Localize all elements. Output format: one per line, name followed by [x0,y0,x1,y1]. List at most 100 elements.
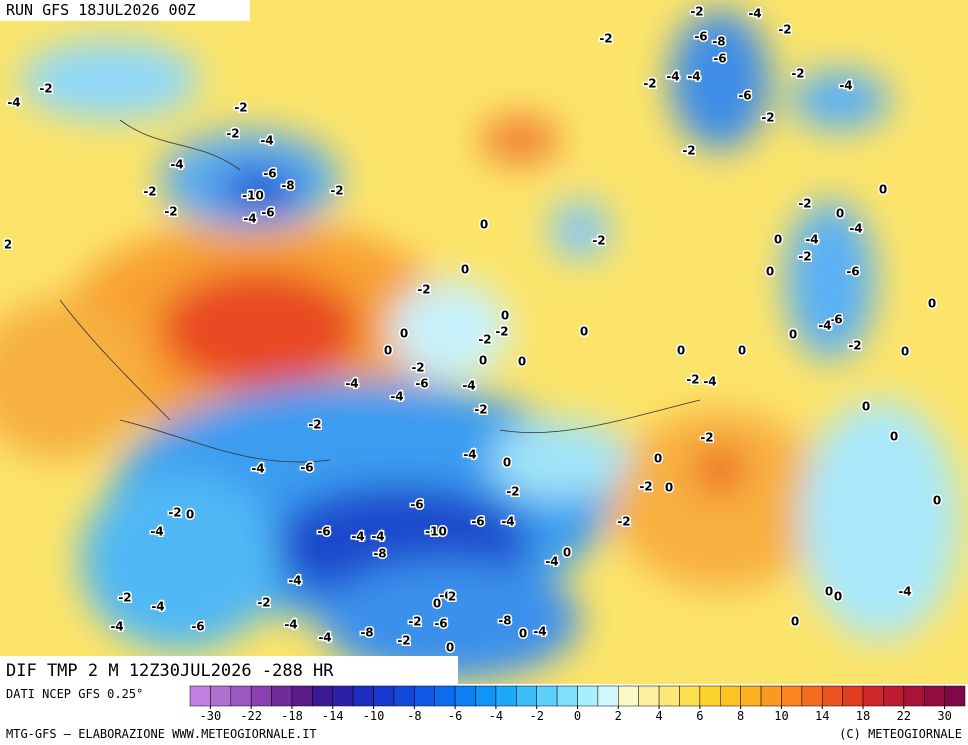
field-label: DIF TMP 2 M 12Z30JUL2026 -288 HR [6,661,334,681]
colorbar-label: 6 [696,709,703,723]
colorbar-swatch [638,685,660,707]
colorbar-label: -30 [200,709,222,723]
contour-label: -4 [345,377,358,391]
source-label: DATI NCEP GFS 0.25° [6,687,143,701]
contour-label: -6 [317,525,330,539]
colorbar-label: 22 [897,709,911,723]
contour-label: -4 [545,555,558,569]
colorbar-label: 4 [655,709,662,723]
colorbar: -30 -22 -18 -14 -10 -8 -6 -4 -2 0 2 4 6 8 10 14 18 22 30 [189,685,966,723]
contour-label: -4 [463,448,476,462]
contour-label: 0 [563,546,571,560]
colorbar-swatch [393,685,415,707]
contour-label: -2 [143,185,156,199]
colorbar-swatch [862,685,884,707]
colorbar-swatch [352,685,374,707]
colorbar-label: -8 [407,709,421,723]
colorbar-swatch [210,685,232,707]
contour-label: -2 [643,77,656,91]
contour-label: -2 [495,325,508,339]
colorbar-swatch [821,685,843,707]
contour-label: -6 [713,52,726,66]
contour-label: 0 [791,615,799,629]
colorbar-label: 10 [774,709,788,723]
contour-label: -6 [261,206,274,220]
contour-label: -6 [471,515,484,529]
contour-label: 0 [446,641,454,655]
contour-label: -4 [805,233,818,247]
contour-label: -4 [284,618,297,632]
colorbar-swatch [658,685,680,707]
colorbar-label: 2 [615,709,622,723]
contour-label: -2 [798,197,811,211]
contour-label: 0 [766,265,774,279]
contour-label: -4 [351,530,364,544]
contour-label: -4 [818,319,831,333]
contour-label: 0 [665,481,673,495]
contour-label: -10 [425,525,447,539]
contour-label: -2 [761,111,774,125]
colorbar-swatch [842,685,864,707]
contour-label: -4 [501,515,514,529]
contour-label: -4 [7,96,20,110]
contour-label: -2 [474,403,487,417]
contour-label: -2 [639,480,652,494]
colorbar-label: 14 [815,709,829,723]
contour-label: -6 [694,30,707,44]
contour-label: -2 [592,234,605,248]
contour-label: 2 [448,590,456,604]
colorbar-label: -2 [529,709,543,723]
contour-label: -4 [151,600,164,614]
contour-label: -4 [170,158,183,172]
copyright-label: (C) METEOGIORNALE [839,727,962,741]
colorbar-swatch [577,685,599,707]
colorbar-label: -14 [322,709,344,723]
contour-label: -2 [397,634,410,648]
contour-label: -2 [682,144,695,158]
colorbar-swatch [536,685,558,707]
contour-label: 0 [836,207,844,221]
contour-label: -4 [260,134,273,148]
contour-label: -4 [533,625,546,639]
contour-label: 0 [580,325,588,339]
colorbar-swatch [291,685,313,707]
contour-label: 0 [518,355,526,369]
colorbar-swatch [699,685,721,707]
colorbar-swatch [414,685,435,707]
contour-label: -4 [849,222,862,236]
colorbar-swatch [618,685,639,707]
contour-label: 0 [654,452,662,466]
contour-label: 2 [4,238,12,252]
contour-label: -8 [281,179,294,193]
contour-label: -4 [110,620,123,634]
contour-label: -2 [39,82,52,96]
colorbar-swatch [516,685,537,707]
contour-label: -6 [263,167,276,181]
contour-label: -6 [191,620,204,634]
contour-label: -4 [898,585,911,599]
contour-label: 0 [825,585,833,599]
contour-label: 0 [503,456,511,470]
colorbar-label: 8 [737,709,744,723]
colorbar-swatch [903,685,925,707]
colorbar-swatch [312,685,334,707]
contour-label: -2 [778,23,791,37]
colorbar-swatch [760,685,782,707]
colorbar-label: 18 [856,709,870,723]
contour-label: -2 [848,339,861,353]
colorbar-swatch [250,685,272,707]
colorbar-label: -10 [363,709,385,723]
contour-label: 0 [186,508,194,522]
contour-label: -2 [226,127,239,141]
colorbar-swatch [189,685,211,707]
contour-label: -2 [308,418,321,432]
run-label: RUN GFS 18JUL2026 00Z [6,1,196,19]
contour-label: -2 [408,615,421,629]
contour-label: 0 [677,344,685,358]
colorbar-label: -18 [281,709,303,723]
contour-label: -4 [243,212,256,226]
contour-label: -6 [300,461,313,475]
contour-label: -8 [712,35,725,49]
contour-label: -4 [318,631,331,645]
contour-label: -2 [118,591,131,605]
